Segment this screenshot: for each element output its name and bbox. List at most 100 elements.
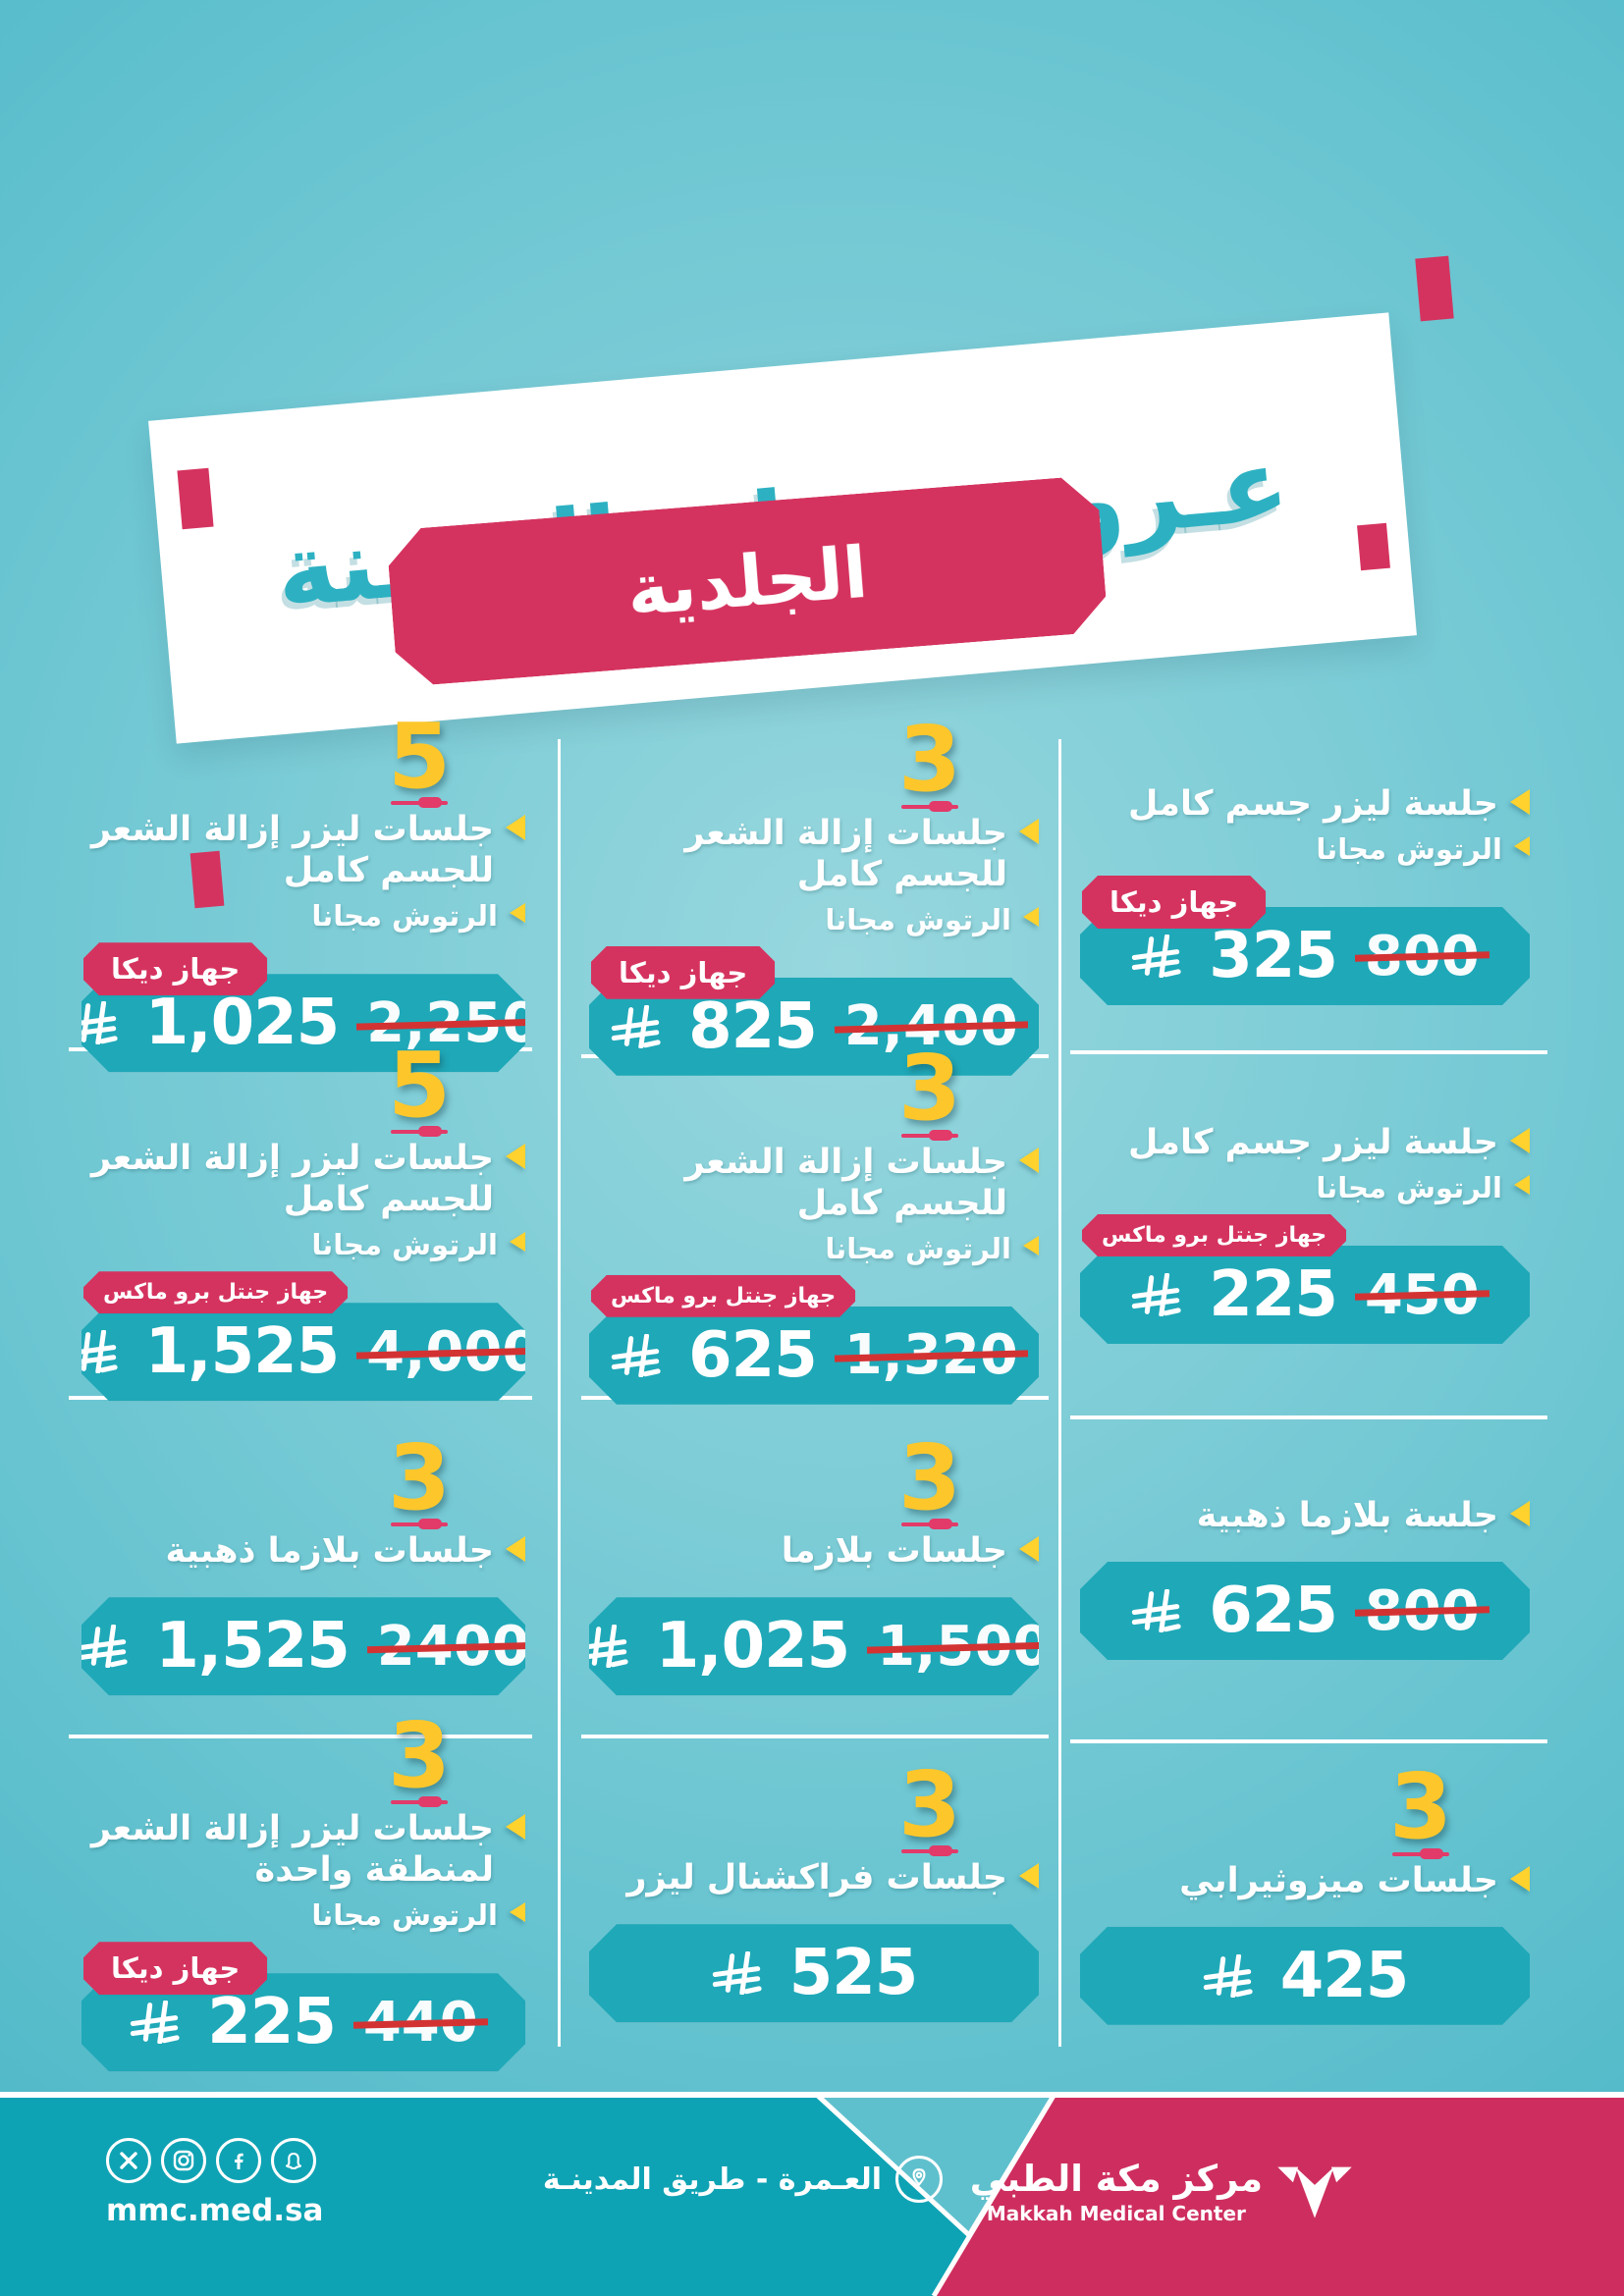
offer-title-line: جلسات بلازما ذهبية [81, 1530, 525, 1572]
price-old: 800 [1364, 1578, 1480, 1643]
offer-title-line: جلسات فراكشنال ليزر [589, 1857, 1039, 1898]
session-count: 3 [898, 1751, 962, 1857]
offer-title: جلسات ليزر إزالة الشعر للجسم كامل [90, 810, 494, 891]
price-row: 1,525 2400 [81, 1597, 525, 1695]
price-row: جهاز ديكا 225 440 [81, 1973, 525, 2071]
bullet-arrow-icon [1019, 1147, 1039, 1173]
sar-currency-icon [1130, 934, 1181, 978]
sar-currency-icon [711, 1951, 762, 1995]
x-icon[interactable] [106, 2138, 151, 2183]
device-badge: جهاز ديكا [83, 1942, 267, 1995]
offer-note: الرتوش مجانا [825, 902, 1011, 936]
price-pill: 425 [1080, 1927, 1530, 2025]
sar-currency-icon [1130, 1589, 1181, 1632]
offer-card: 3 جلسات إزالة الشعر للجسم كامل الرتوش مج… [589, 715, 1039, 1054]
price-new: 1,025 [144, 987, 340, 1060]
device-badge: جهاز جنتل برو ماكس [1082, 1214, 1346, 1256]
session-count: 3 [388, 1424, 452, 1530]
sar-currency-icon [1130, 1273, 1181, 1316]
underline-needle-icon [391, 797, 449, 809]
location-row: العـمرة - طريق المدينـة [543, 2156, 943, 2203]
offer-title: جلسات ليزر إزالة الشعر للجسم كامل [90, 1139, 494, 1220]
price-pill: 525 [589, 1924, 1039, 2022]
offer-title-line: جلسات بلازما [589, 1530, 1039, 1572]
price-pill: 625 800 [1080, 1562, 1530, 1660]
price-old: 2,400 [843, 994, 1018, 1059]
underline-needle-icon [391, 1126, 449, 1138]
social-icons [106, 2138, 316, 2183]
bullet-arrow-icon [1019, 818, 1039, 844]
session-count: 3 [388, 1702, 452, 1808]
offer-title-line: جلسة ليزر جسم كامل [1080, 783, 1530, 825]
offer-note-line: الرتوش مجانا [81, 1228, 525, 1261]
offer-title: جلسة بلازما ذهبية [1196, 1496, 1498, 1535]
sar-currency-icon [1202, 1954, 1253, 1998]
tape-pin-icon [1357, 522, 1390, 571]
offer-card: 5 جلسات ليزر إزالة الشعر للجسم كامل الرت… [81, 1040, 525, 1396]
offer-title-line: جلسات ليزر إزالة الشعر للجسم كامل [81, 809, 525, 891]
website-url[interactable]: mmc.med.sa [106, 2193, 324, 2228]
price-pill: 1,525 4,000 [81, 1303, 525, 1401]
tape-pin-icon [1415, 255, 1454, 322]
price-row: 625 800 [1080, 1562, 1530, 1660]
sar-currency-icon [77, 1625, 128, 1668]
offers-column-left: 5 جلسات ليزر إزالة الشعر للجسم كامل الرت… [81, 711, 525, 2050]
offer-card: 3 جلسات ليزر إزالة الشعر لمنطقة واحدة ال… [81, 1710, 525, 2050]
bullet-arrow-icon [1510, 1501, 1530, 1526]
facebook-icon[interactable] [216, 2138, 261, 2183]
column-divider [1058, 739, 1061, 2047]
tape-pin-icon [177, 467, 214, 530]
price-old: 440 [362, 1990, 478, 2055]
bullet-arrow-icon [510, 903, 525, 924]
offer-note: الرتوش مجانا [311, 1228, 498, 1262]
snapchat-icon[interactable] [271, 2138, 316, 2183]
offer-title-line: جلسات ليزر إزالة الشعر لمنطقة واحدة [81, 1808, 525, 1891]
price-pill: 1,025 1,500 [589, 1597, 1039, 1695]
bullet-arrow-icon [506, 815, 525, 841]
offers-column-right: جلسة ليزر جسم كامل الرتوش مجانا جهاز ديك… [1080, 738, 1530, 2050]
offer-note-line: الرتوش مجانا [589, 1232, 1039, 1265]
price-row: 425 [1080, 1927, 1530, 2025]
offer-title-line: جلسات ميزوثيرابي [1080, 1860, 1530, 1901]
bullet-arrow-icon [1019, 1536, 1039, 1563]
price-row: جهاز ديكا 1,025 2,250 [81, 974, 525, 1072]
bullet-arrow-icon [1019, 1863, 1039, 1890]
session-count: 3 [898, 707, 962, 813]
category-label: الجلدية [623, 530, 871, 632]
price-old: 800 [1364, 924, 1480, 988]
price-old: 4,000 [366, 1319, 541, 1384]
row-divider [1070, 1739, 1547, 1743]
offer-title: جلسات ميزوثيرابي [1179, 1860, 1498, 1900]
offer-card: 3 جلسات بلازما ذهبية 1,525 2400 [81, 1396, 525, 1735]
instagram-icon[interactable] [161, 2138, 206, 2183]
clinic-logo-text: مركز مكة الطبي Makkah Medical Center [970, 2158, 1263, 2225]
offer-note: الرتوش مجانا [1316, 832, 1502, 866]
sar-currency-icon [67, 1001, 118, 1044]
price-row: 1,025 1,500 [589, 1597, 1039, 1695]
device-badge: جهاز جنتل برو ماكس [83, 1271, 348, 1313]
offer-note: الرتوش مجانا [825, 1231, 1011, 1265]
price-old: 2,250 [366, 990, 541, 1055]
row-divider [1070, 1415, 1547, 1419]
session-count: 3 [898, 1424, 962, 1530]
underline-needle-icon [391, 1796, 449, 1808]
session-count: 3 [1389, 1754, 1453, 1860]
price-new: 825 [688, 989, 817, 1063]
price-new: 525 [788, 1937, 918, 2010]
price-new: 625 [1209, 1575, 1337, 1647]
price-new: 1,525 [155, 1610, 350, 1683]
clinic-name-arabic: مركز مكة الطبي [969, 2158, 1263, 2200]
bullet-arrow-icon [1510, 1865, 1530, 1892]
price-pill: 225 450 [1080, 1246, 1530, 1344]
price-new: 325 [1209, 920, 1337, 992]
device-badge: جهاز ديكا [591, 946, 775, 999]
column-divider [558, 739, 561, 2047]
underline-needle-icon [901, 1519, 959, 1530]
offer-card: 3 جلسات إزالة الشعر للجسم كامل الرتوش مج… [589, 1043, 1039, 1396]
offer-card: 3 جلسات ميزوثيرابي 425 [1080, 1739, 1530, 2050]
offer-title-line: جلسة بلازما ذهبية [1080, 1495, 1530, 1536]
offer-note-line: الرتوش مجانا [1080, 832, 1530, 866]
session-count: 5 [388, 1032, 452, 1138]
price-pill: 625 1,320 [589, 1307, 1039, 1405]
